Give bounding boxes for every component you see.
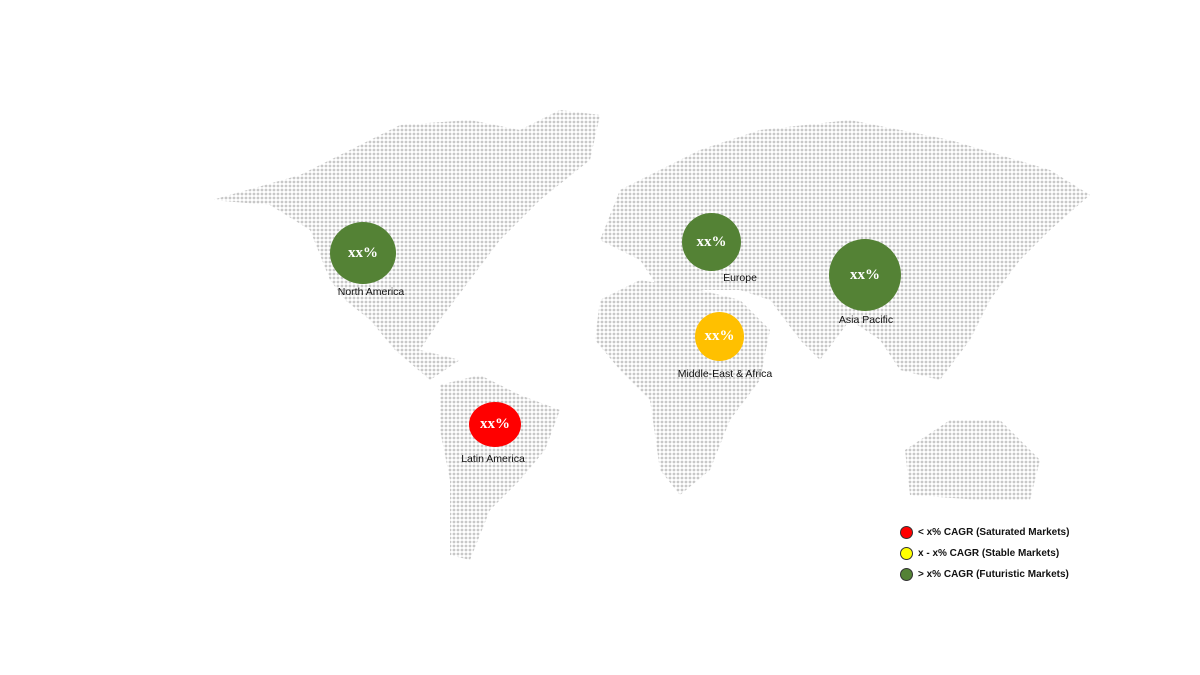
north-america-landmass <box>212 110 600 380</box>
legend: < x% CAGR (Saturated Markets) x - x% CAG… <box>900 522 1069 585</box>
europe-value: xx% <box>696 233 727 250</box>
latin-america-bubble: xx% <box>469 402 521 447</box>
north-america-label: North America <box>337 286 405 298</box>
latin-america-label: Latin America <box>461 453 525 465</box>
legend-label: > x% CAGR (Futuristic Markets) <box>918 569 1069 580</box>
middle-east-africa-value: xx% <box>704 328 735 344</box>
legend-label: < x% CAGR (Saturated Markets) <box>918 527 1070 538</box>
africa-landmass <box>595 280 770 495</box>
europe-bubble: xx% <box>682 213 741 271</box>
green-dot-icon <box>900 568 913 581</box>
legend-label: x - x% CAGR (Stable Markets) <box>918 548 1060 559</box>
australia-landmass <box>905 420 1040 500</box>
middle-east-africa-label: Middle-East & Africa <box>677 368 773 380</box>
yellow-dot-icon <box>900 547 913 560</box>
red-dot-icon <box>900 526 913 539</box>
latin-america-value: xx% <box>480 416 510 432</box>
asia-pacific-value: xx% <box>850 266 880 283</box>
legend-item-saturated: < x% CAGR (Saturated Markets) <box>900 522 1069 543</box>
asia-pacific-bubble: xx% <box>829 239 901 311</box>
north-america-value: xx% <box>348 244 378 261</box>
europe-label: Europe <box>723 272 757 284</box>
middle-east-africa-bubble: xx% <box>695 312 744 361</box>
asia-pacific-label: Asia Pacific <box>838 314 894 326</box>
north-america-bubble: xx% <box>330 222 396 284</box>
legend-item-futuristic: > x% CAGR (Futuristic Markets) <box>900 564 1069 585</box>
legend-item-stable: x - x% CAGR (Stable Markets) <box>900 543 1069 564</box>
